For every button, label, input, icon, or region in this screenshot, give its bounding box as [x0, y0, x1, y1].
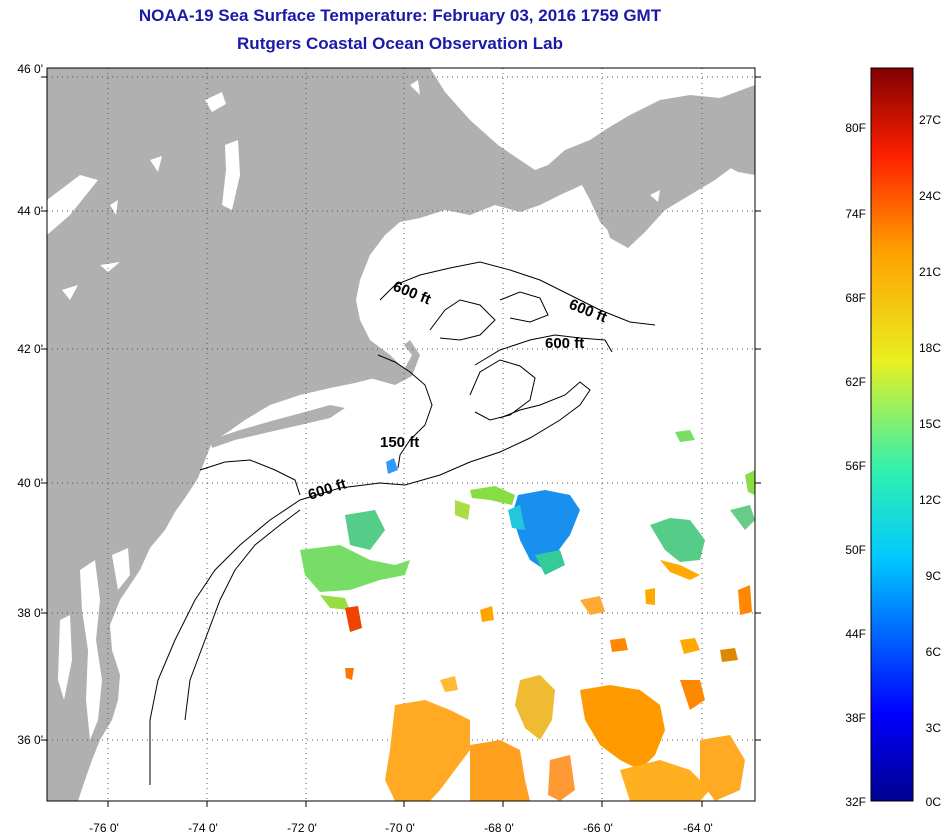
colorbar-f-44: 44F	[845, 627, 866, 641]
land-nova-scotia	[600, 110, 740, 248]
lon-label-72: -72 0'	[287, 821, 317, 835]
lat-label-46: 46 0'	[17, 62, 43, 76]
lon-label-66: -66 0'	[583, 821, 613, 835]
colorbar-c-12: 12C	[919, 493, 941, 507]
colorbar-f-74: 74F	[845, 207, 866, 221]
lon-label-76: -76 0'	[89, 821, 119, 835]
colorbar-c-0: 0C	[926, 795, 942, 809]
colorbar-c-24: 24C	[919, 189, 941, 203]
map-title: NOAA-19 Sea Surface Temperature: Februar…	[138, 6, 662, 25]
lat-label-36: 36 0'	[17, 733, 43, 747]
colorbar-f-50: 50F	[845, 543, 866, 557]
colorbar-c-3: 3C	[926, 721, 942, 735]
land-long-island	[210, 405, 345, 448]
colorbar	[870, 67, 914, 802]
colorbar-c-15: 15C	[919, 417, 941, 431]
lat-label-38: 38 0'	[17, 606, 43, 620]
sst-data	[300, 430, 755, 801]
lon-label-68: -68 0'	[484, 821, 514, 835]
lat-label-44: 44 0'	[17, 204, 43, 218]
land-mainland	[47, 68, 755, 801]
contour-label-150ft: 150 ft	[380, 434, 419, 451]
colorbar-c-27: 27C	[919, 113, 941, 127]
map-subtitle: Rutgers Coastal Ocean Observation Lab	[237, 34, 563, 53]
colorbar-c-18: 18C	[919, 341, 941, 355]
land-cape-breton	[715, 145, 755, 175]
lon-label-74: -74 0'	[188, 821, 218, 835]
map-frame	[46, 67, 756, 802]
colorbar-f-38: 38F	[845, 711, 866, 725]
inland-lakes	[47, 80, 660, 740]
colorbar-c-6: 6C	[926, 645, 942, 659]
lon-label-64: -64 0'	[683, 821, 713, 835]
colorbar-f-56: 56F	[845, 459, 866, 473]
colorbar-f-80: 80F	[845, 121, 866, 135]
colorbar-f-68: 68F	[845, 291, 866, 305]
colorbar-f-32: 32F	[845, 795, 866, 809]
lat-label-42: 42 0'	[17, 342, 43, 356]
colorbar-c-21: 21C	[919, 265, 941, 279]
lat-label-40: 40 0'	[17, 476, 43, 490]
contour-label-600ft-3: 600 ft	[545, 335, 584, 352]
colorbar-f-62: 62F	[845, 375, 866, 389]
colorbar-c-9: 9C	[926, 569, 942, 583]
axis-ticks	[41, 76, 761, 807]
lon-label-70: -70 0'	[385, 821, 415, 835]
land-cape-cod	[370, 340, 420, 385]
bathymetry-contours	[149, 261, 656, 785]
